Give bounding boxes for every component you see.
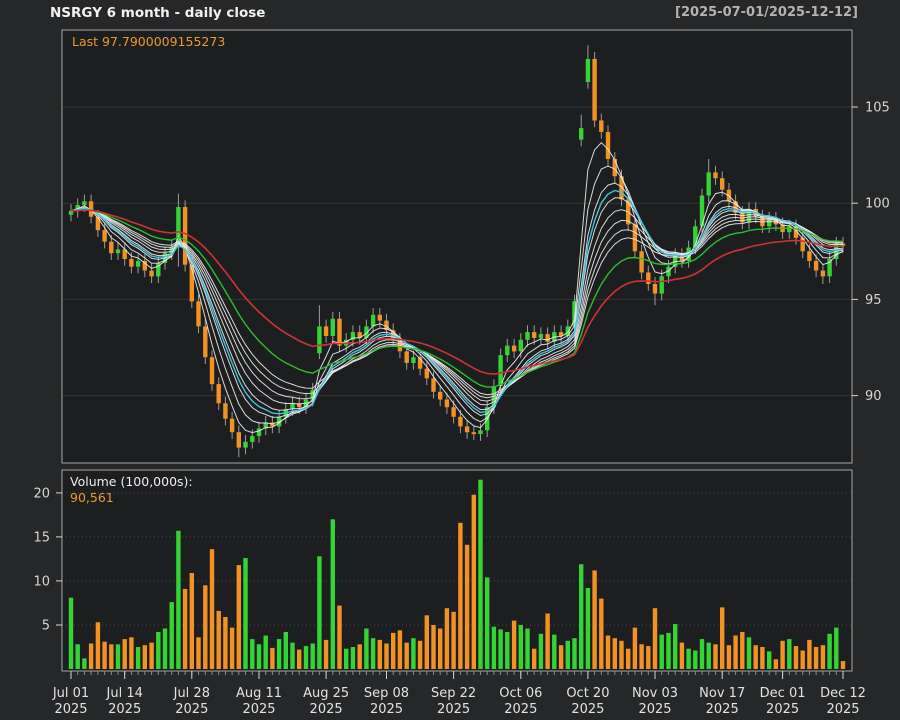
svg-text:90: 90 xyxy=(865,389,882,404)
svg-text:Sep 08: Sep 08 xyxy=(364,686,409,701)
svg-text:100: 100 xyxy=(865,197,890,212)
svg-text:Nov 17: Nov 17 xyxy=(699,686,745,701)
svg-text:2025: 2025 xyxy=(638,702,671,717)
ma-line-white-6 xyxy=(70,165,844,425)
ma-line-white-18 xyxy=(70,208,844,396)
svg-text:Oct 06: Oct 06 xyxy=(499,686,542,701)
ma-line-white-4 xyxy=(70,141,844,434)
svg-text:Jul 28: Jul 28 xyxy=(173,686,210,701)
svg-text:20: 20 xyxy=(33,486,50,501)
svg-text:2025: 2025 xyxy=(766,702,799,717)
svg-text:Jul 14: Jul 14 xyxy=(106,686,143,701)
svg-text:95: 95 xyxy=(865,293,882,308)
ma-line-white-14 xyxy=(70,208,844,402)
ma-line-white-16 xyxy=(70,208,844,399)
ma-line-white-8 xyxy=(70,182,844,418)
svg-text:Dec 01: Dec 01 xyxy=(760,686,806,701)
svg-text:Oct 20: Oct 20 xyxy=(566,686,609,701)
svg-text:2025: 2025 xyxy=(504,702,537,717)
svg-text:Jul 01: Jul 01 xyxy=(52,686,89,701)
date-range-label: [2025-07-01/2025-12-12] xyxy=(675,5,858,20)
price-y-axis: 90 95 100 105 xyxy=(852,101,890,404)
price-panel-border xyxy=(61,29,853,464)
last-volume-label: 90,561 xyxy=(70,490,114,505)
svg-text:15: 15 xyxy=(33,530,50,545)
svg-text:10: 10 xyxy=(33,574,50,589)
ma-line-white-12 xyxy=(70,208,844,406)
x-axis-major-ticks xyxy=(70,671,844,679)
svg-text:Nov 03: Nov 03 xyxy=(632,686,678,701)
svg-text:105: 105 xyxy=(865,101,890,116)
volume-axis-title: Volume (100,000s): xyxy=(70,474,193,489)
svg-text:Aug 25: Aug 25 xyxy=(303,686,349,701)
volume-y-axis: 5 10 15 20 xyxy=(33,486,62,634)
svg-text:2025: 2025 xyxy=(54,702,87,717)
candle-bodies xyxy=(68,58,846,448)
ma-line-cyan xyxy=(70,189,844,415)
price-gridlines xyxy=(62,106,852,397)
last-price-label: Last 97.7900009155273 xyxy=(72,34,226,49)
svg-text:5: 5 xyxy=(42,619,50,634)
ma-line-green xyxy=(70,208,844,388)
chart-title: NSRGY 6 month - daily close xyxy=(50,5,266,21)
ma-line-white-10 xyxy=(70,197,844,411)
svg-text:Dec 12: Dec 12 xyxy=(820,686,866,701)
svg-text:2025: 2025 xyxy=(242,702,275,717)
svg-text:2025: 2025 xyxy=(310,702,343,717)
volume-panel-border xyxy=(61,469,853,672)
volume-bars xyxy=(68,479,846,669)
x-axis-minor-ticks xyxy=(70,671,844,675)
svg-text:Aug 11: Aug 11 xyxy=(236,686,282,701)
svg-text:2025: 2025 xyxy=(175,702,208,717)
svg-text:2025: 2025 xyxy=(571,702,604,717)
svg-text:2025: 2025 xyxy=(437,702,470,717)
svg-text:2025: 2025 xyxy=(370,702,403,717)
svg-text:2025: 2025 xyxy=(826,702,859,717)
ma-line-red xyxy=(70,209,844,375)
svg-text:2025: 2025 xyxy=(706,702,739,717)
svg-text:2025: 2025 xyxy=(108,702,141,717)
svg-text:Sep 22: Sep 22 xyxy=(431,686,476,701)
